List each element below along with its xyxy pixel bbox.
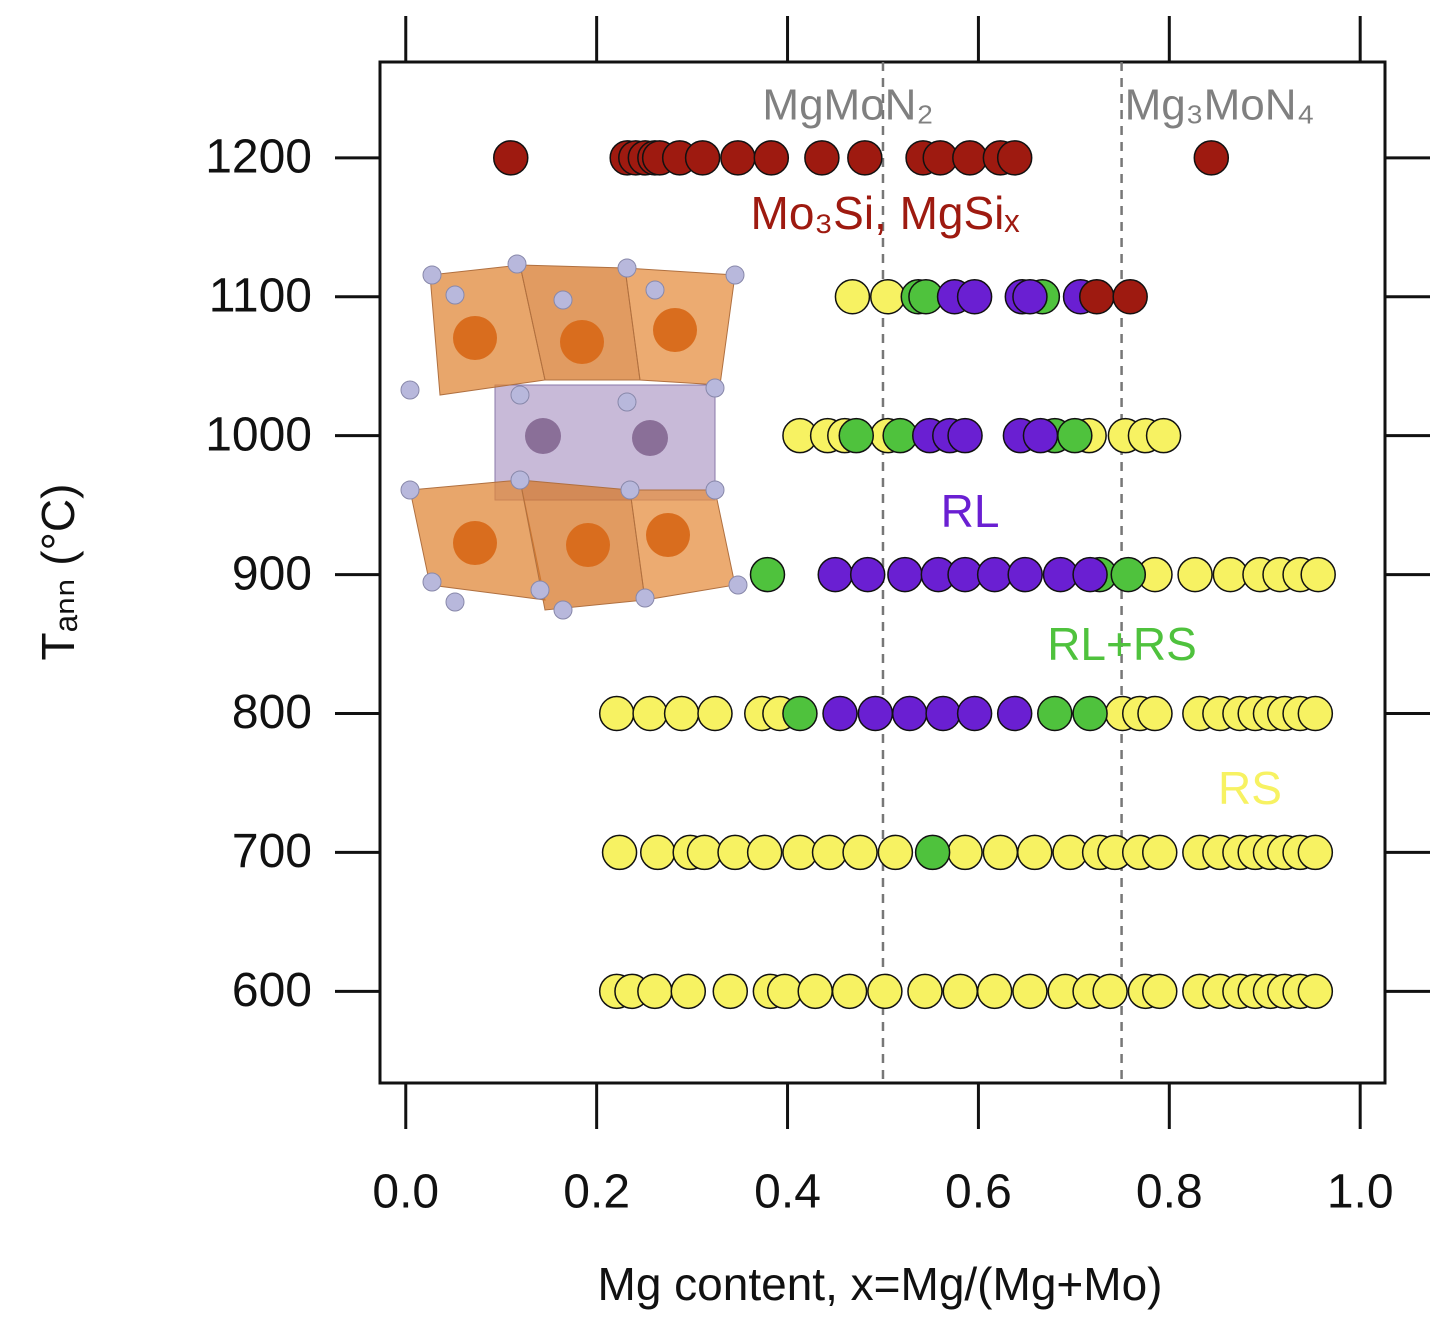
data-point (956, 279, 993, 315)
crystal-structure (400, 254, 748, 620)
data-point (804, 140, 840, 176)
data-point (891, 695, 928, 732)
y-tick-label: 700 (232, 825, 312, 878)
data-point (749, 556, 786, 593)
data-point (697, 695, 733, 732)
data-point (996, 140, 1033, 176)
y-tick-label: 900 (232, 547, 312, 600)
data-point (670, 973, 707, 1010)
data-point (598, 695, 635, 732)
x-tick-label: 1.0 (1327, 1166, 1394, 1219)
data-point (766, 973, 803, 1010)
data-point (493, 140, 529, 176)
y-tick-label: 1200 (205, 131, 312, 184)
data-point (797, 973, 833, 1010)
data-point (1145, 417, 1182, 454)
data-point (877, 834, 914, 871)
data-point (782, 695, 818, 732)
data-point (857, 695, 894, 732)
data-point (686, 834, 723, 871)
x-tick-label: 0.8 (1136, 1166, 1203, 1219)
x-axis-title: Mg content, x=Mg/(Mg+Mo) (598, 1258, 1163, 1310)
data-point (956, 695, 993, 732)
data-point (1057, 417, 1093, 454)
data-point (831, 973, 868, 1010)
data-point (1300, 556, 1336, 593)
data-point (942, 973, 979, 1010)
data-point (1297, 834, 1334, 871)
data-point (1177, 556, 1213, 593)
data-point (720, 140, 756, 176)
data-point (663, 695, 700, 732)
data-point (834, 279, 871, 315)
data-point (601, 834, 638, 871)
y-tick-label: 600 (232, 964, 312, 1017)
data-point (637, 973, 673, 1010)
data-point (947, 834, 983, 871)
data-point (1022, 417, 1059, 454)
data-point (907, 973, 943, 1010)
data-point (996, 695, 1033, 732)
x-tick-label: 0.0 (372, 1166, 439, 1219)
data-point (639, 834, 676, 871)
data-point (976, 973, 1013, 1010)
data-point (822, 695, 858, 732)
y-tick-label: 1100 (209, 269, 312, 322)
phase-label: Mo₃Si, MgSiₓ (751, 187, 1021, 239)
data-point (753, 140, 790, 176)
data-point (1072, 695, 1108, 732)
data-point (811, 834, 848, 871)
data-point (842, 834, 878, 871)
data-point (976, 556, 1013, 593)
data-point (1016, 834, 1053, 871)
data-point (684, 140, 721, 176)
data-point (925, 695, 961, 732)
data-point (952, 140, 988, 176)
data-point (867, 973, 903, 1010)
data-point (1142, 973, 1178, 1010)
y-tick-label: 800 (232, 686, 312, 739)
x-tick-label: 0.2 (563, 1166, 630, 1219)
data-point (632, 695, 668, 732)
data-point (1037, 695, 1073, 732)
data-point (838, 417, 875, 454)
data-point (914, 834, 951, 871)
data-point (1142, 834, 1178, 871)
data-point (1137, 695, 1173, 732)
data-point (817, 556, 854, 593)
data-point (1079, 279, 1115, 315)
x-tick-label: 0.6 (945, 1166, 1012, 1219)
data-point (1007, 556, 1043, 593)
data-point (1193, 140, 1230, 176)
phase-label: RL (941, 485, 1000, 537)
y-axis-title: Tₐₙₙ (°C) (32, 484, 84, 661)
reference-label: MgMoN₂ (762, 81, 933, 130)
data-point (869, 279, 906, 315)
data-point (982, 834, 1019, 871)
reference-label: Mg₃MoN₄ (1125, 81, 1315, 130)
data-point (1297, 973, 1334, 1010)
phase-label: RL+RS (1047, 618, 1197, 670)
data-point (1110, 556, 1147, 593)
data-point (847, 140, 883, 176)
data-point (1012, 279, 1048, 315)
phase-label: RS (1218, 762, 1282, 814)
data-point (1092, 973, 1128, 1010)
x-tick-label: 0.4 (754, 1166, 821, 1219)
data-point (849, 556, 886, 593)
data-point (1112, 279, 1148, 315)
data-point (712, 973, 749, 1010)
data-point (887, 556, 923, 593)
data-point (1012, 973, 1048, 1010)
data-point (947, 417, 983, 454)
data-point (746, 834, 783, 871)
y-tick-label: 1000 (205, 408, 312, 461)
data-point (1072, 556, 1108, 593)
data-point (1297, 695, 1334, 732)
